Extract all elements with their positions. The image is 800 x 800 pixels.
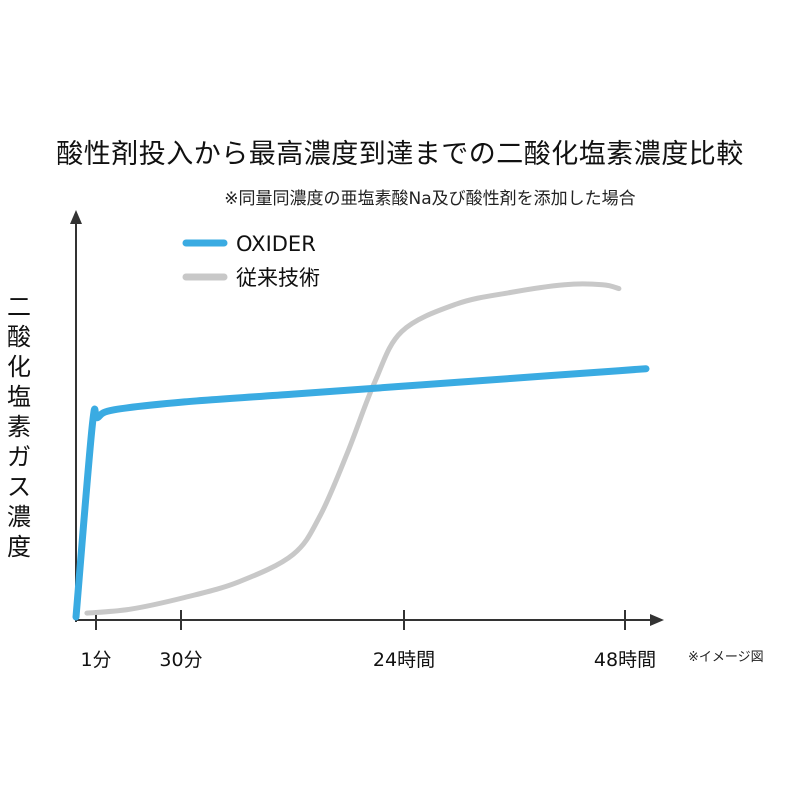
y-axis-label-char: 素 [7, 413, 31, 441]
legend-label: 従来技術 [236, 266, 320, 290]
legend: OXIDER 従来技術 [182, 232, 320, 290]
y-axis-label-char: 塩 [7, 383, 31, 411]
y-axis-label-char: 二 [7, 293, 31, 321]
x-axis-arrow [650, 614, 664, 626]
y-axis-label: 二酸化塩素ガス濃度 [4, 292, 34, 562]
chart-subtitle: ※同量同濃度の亜塩素酸Na及び酸性剤を添加した場合 [224, 189, 636, 209]
x-tick-label: 48時間 [594, 649, 656, 671]
x-tick-label: 1分 [80, 649, 111, 671]
series-line-1 [84, 281, 622, 616]
legend-label: OXIDER [236, 232, 316, 256]
y-axis-arrow [70, 210, 82, 224]
series-lines [72, 281, 650, 621]
y-axis-label-char: 濃 [7, 503, 31, 531]
y-axis-label-char: 化 [7, 353, 31, 381]
x-tick-label: 24時間 [373, 649, 435, 671]
series-line-0 [72, 365, 650, 621]
y-axis-label-char: 度 [7, 533, 31, 561]
axes [70, 210, 664, 626]
chart-title: 酸性剤投入から最高濃度到達までの二酸化塩素濃度比較 [56, 139, 744, 170]
x-tick-label: 30分 [159, 649, 202, 671]
x-ticks: 1分 30分 24時間 48時間 [80, 610, 656, 671]
y-axis-label-char: ガ [7, 443, 31, 471]
image-note: ※イメージ図 [688, 650, 764, 665]
y-axis-label-char: 酸 [7, 323, 31, 351]
y-axis-label-char: ス [7, 473, 31, 501]
